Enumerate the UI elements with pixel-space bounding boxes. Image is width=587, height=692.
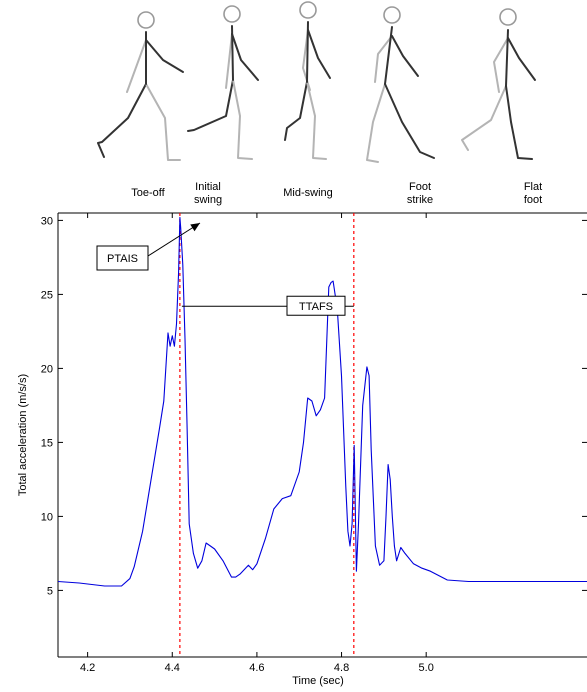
phase-label-line: foot xyxy=(524,194,542,206)
stick-figure-head xyxy=(383,6,401,24)
ptais-label: PTAIS xyxy=(107,253,138,265)
stick-figure-front-leg xyxy=(306,81,327,160)
phase-labels: Toe-off Initial swing Mid-swing Foot strike Fl… xyxy=(131,181,542,206)
phase-label-line: Toe-off xyxy=(131,187,165,199)
ttafs-label: TTAFS xyxy=(299,301,333,313)
x-tick-label: 4.2 xyxy=(80,662,95,674)
stick-figure-row xyxy=(97,1,536,163)
phase-label-line: swing xyxy=(194,194,222,206)
stick-figure-head xyxy=(223,5,241,23)
phase-label: Flat foot xyxy=(524,181,542,206)
ttafs-label-box xyxy=(286,295,346,316)
stick-figure-front-arm xyxy=(231,33,259,81)
x-axis-title: Time (sec) xyxy=(292,675,344,687)
stick-figure-head xyxy=(299,1,317,19)
x-tick-label: 4.8 xyxy=(334,662,349,674)
stick-figure-torso xyxy=(384,26,393,85)
y-axis-title: Total acceleration (m/s/s) xyxy=(17,374,29,496)
phase-label-line: Initial xyxy=(195,181,221,193)
stick-figure-head xyxy=(137,11,155,29)
x-tick-label: 4.6 xyxy=(249,662,264,674)
stick-figure-front-leg xyxy=(145,83,181,161)
ptais-arrow-line xyxy=(147,222,201,257)
x-tick-label: 5.0 xyxy=(419,662,434,674)
ptais-arrow-head xyxy=(190,223,200,232)
y-tick-label: 25 xyxy=(41,289,53,301)
y-tick-label: 15 xyxy=(41,437,53,449)
y-tick-label: 20 xyxy=(41,363,53,375)
stick-figure-front-leg xyxy=(505,85,533,160)
stick-figure-front-arm xyxy=(145,39,184,73)
phase-label-line: strike xyxy=(407,194,433,206)
x-tick-label: 4.4 xyxy=(165,662,180,674)
stick-figure-back-leg xyxy=(461,85,507,151)
phase-label-line: Flat xyxy=(524,181,542,193)
phase-label-line: Foot xyxy=(409,181,431,193)
stick-figure-back-leg xyxy=(187,79,234,132)
stick-figure-back-leg xyxy=(366,83,386,163)
stick-figure-back-arm xyxy=(493,37,509,93)
stick-figure-head xyxy=(499,8,517,26)
phase-label: Foot strike xyxy=(407,181,433,206)
y-tick-label: 10 xyxy=(41,511,53,523)
stick-figure-back-leg xyxy=(97,83,147,158)
acceleration-series-line xyxy=(57,216,587,587)
stick-figure-back-arm xyxy=(126,39,147,93)
stick-figure-front-arm xyxy=(507,37,536,81)
phase-label-line: Mid-swing xyxy=(283,187,333,199)
stick-figure-front-arm xyxy=(391,35,419,77)
stick-figure-front-leg xyxy=(232,79,253,160)
acceleration-plot: 4.2 4.4 4.6 4.8 5.0 5 10 15 20 25 30 Time (sec) Tota… xyxy=(17,212,587,687)
phase-label: Mid-swing xyxy=(283,187,333,199)
phase-label: Initial swing xyxy=(194,181,222,206)
stick-figure-back-leg xyxy=(284,81,308,141)
y-tick-label: 5 xyxy=(47,585,53,597)
stick-figure-back-arm xyxy=(374,35,393,83)
stick-figure-back-arm xyxy=(225,33,233,89)
y-tick-label: 30 xyxy=(41,215,53,227)
phase-label: Toe-off xyxy=(131,187,165,199)
stick-figure-front-arm xyxy=(307,29,331,79)
stick-figure-front-leg xyxy=(384,83,435,159)
ptais-label-box xyxy=(96,245,149,271)
